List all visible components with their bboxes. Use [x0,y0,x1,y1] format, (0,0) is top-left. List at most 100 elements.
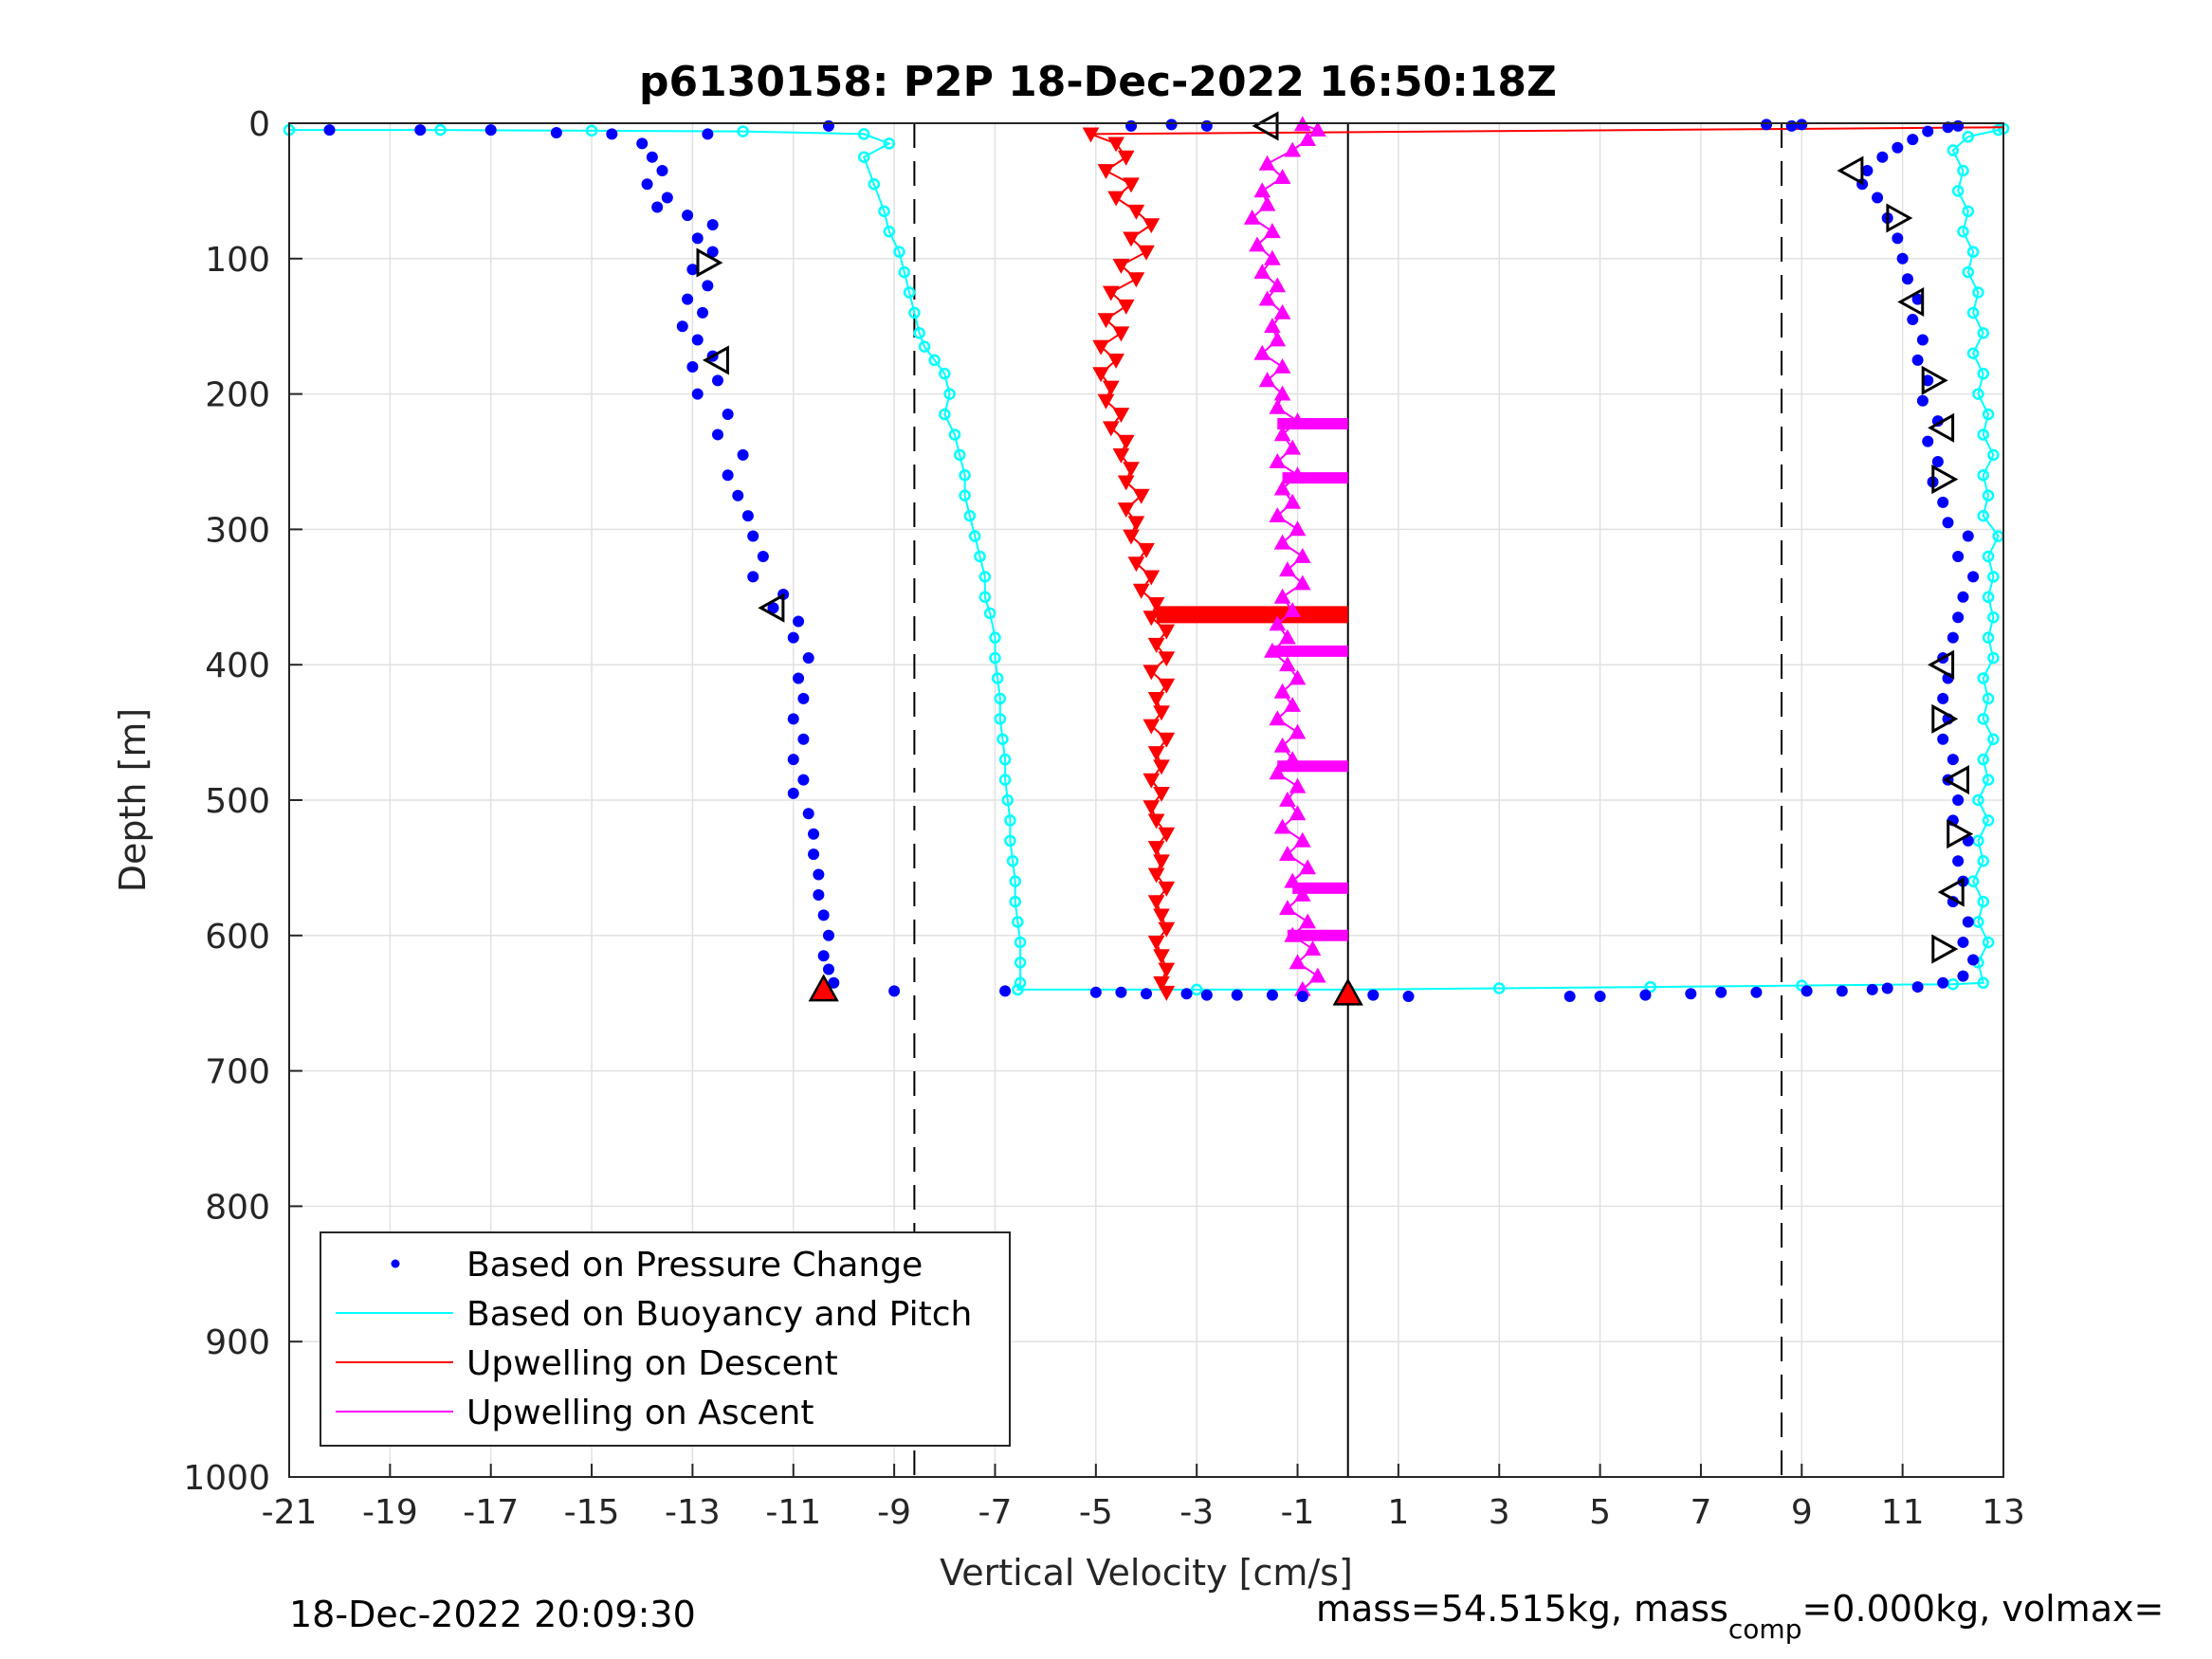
buoyancy-pitch-point [1987,448,2000,462]
upwelling-ascent-point [1249,236,1266,252]
upwelling-descent-point [1138,245,1155,261]
buoyancy-pitch-point [1004,814,1016,827]
buoyancy-pitch-point [1982,489,1995,501]
buoyancy-pitch-point [974,550,986,563]
buoyancy-pitch-point [1957,225,1969,238]
pressure-change-point [1180,988,1193,1000]
red-up-triangle-marker [808,974,839,1002]
footer-mass-info: mass=54.515kg, masscomp=0.000kg, volmax= [1316,1588,2164,1645]
pressure-change-point [813,888,825,901]
pressure-change-point [1952,794,1965,806]
x-tick-label: -3 [1179,1493,1214,1532]
y-tick-label: 1000 [183,1459,270,1498]
pressure-change-point [732,489,744,501]
plot-frame [288,122,2004,1478]
upwelling-descent-point [1153,759,1170,775]
legend-label-buoyancy: Based on Buoyancy and Pitch [466,1295,972,1334]
x-tick-label: -5 [1079,1493,1113,1532]
right-triangle-marker [1947,819,1974,849]
buoyancy-pitch-point [1977,976,1989,990]
y-tick-label: 0 [248,105,270,144]
x-tick-label: 13 [1982,1493,2025,1532]
buoyancy-pitch-point [918,340,931,353]
upwelling-ascent-point [1269,452,1287,468]
pressure-change-point [682,293,694,305]
upwelling-ascent-point [1253,264,1271,279]
upwelling-ascent-point [1269,277,1287,293]
pressure-change-point [1866,983,1878,995]
y-tick-label: 300 [205,511,270,550]
right-triangle-marker [1921,365,1948,395]
upwelling-descent-point [1102,380,1120,396]
y-tick-label: 100 [205,241,270,280]
pressure-change-point [1937,692,1949,704]
buoyancy-pitch-point [1014,936,1027,949]
upwelling-ascent-point [1264,249,1281,265]
pressure-change-point [1907,314,1919,326]
pressure-change-point [1296,991,1308,1003]
upwelling-descent-point [1143,611,1161,627]
upwelling-descent-point [1138,542,1155,558]
pressure-change-point [787,631,799,644]
left-triangle-marker [1943,765,1969,795]
y-tick-label: 500 [205,782,270,821]
upwelling-descent-point [1117,475,1135,491]
pressure-change-point [661,191,673,204]
upwelling-descent-point [1147,813,1165,830]
upwelling-descent-point [1112,448,1130,464]
upwelling-descent-point [1107,137,1124,153]
right-triangle-marker [1931,465,1959,495]
buoyancy-pitch-point [1012,983,1024,996]
pressure-change-point [787,754,799,766]
upwelling-descent-point [1147,867,1165,884]
buoyancy-pitch-point [857,128,870,140]
x-tick-label: 1 [1387,1493,1409,1532]
pressure-change-point [747,571,759,583]
pressure-change-point [686,361,699,374]
buoyancy-pitch-point [1982,814,1995,827]
upwelling-ascent-point [1273,683,1291,699]
pressure-change-point [802,808,814,820]
buoyancy-pitch-point [1987,611,2000,624]
buoyancy-pitch-point [1982,408,1995,421]
x-tick-label: -1 [1281,1493,1315,1532]
series-upwelling-descent [1082,126,2004,1001]
pressure-change-point [1892,141,1904,154]
buoyancy-pitch-point [913,327,925,339]
buoyancy-pitch-point [939,408,951,421]
upwelling-descent-point [1127,204,1145,220]
pressure-change-point [636,137,649,150]
upwelling-descent-point [1097,393,1115,410]
pressure-change-point [1231,989,1243,1001]
upwelling-descent-point [1147,597,1165,612]
pressure-change-point [1937,496,1949,508]
y-tick-label: 400 [205,647,270,685]
upwelling-descent-point [1158,827,1176,843]
pressure-change-point [702,128,714,140]
upwelling-ascent-point [1289,954,1307,970]
buoyancy-pitch-point [978,571,992,583]
upwelling-ascent-point [1293,547,1311,563]
upwelling-ascent-point [1293,574,1311,591]
pressure-change-point [712,428,723,441]
pressure-change-point [822,119,834,132]
upwelling-ascent-point [1284,696,1302,712]
pressure-change-point [1907,134,1919,146]
upwelling-descent-point [1158,921,1176,938]
pressure-change-point [808,848,820,861]
upwelling-descent-point [1123,462,1140,478]
right-triangle-marker [696,247,723,278]
upwelling-ascent-point [1264,318,1281,334]
pressure-change-point [1872,191,1884,204]
upwelling-descent-point [1153,854,1170,870]
buoyancy-pitch-point [1190,983,1203,996]
buoyancy-pitch-point [968,530,981,542]
buoyancy-pitch-point [857,151,870,163]
upwelling-ascent-point [1269,764,1287,780]
buoyancy-pitch-point [994,713,1007,725]
pressure-change-point [817,950,830,962]
pressure-change-point [1836,985,1848,997]
y-axis-label: Depth [m] [112,708,154,893]
upwelling-descent-point [1117,299,1135,315]
